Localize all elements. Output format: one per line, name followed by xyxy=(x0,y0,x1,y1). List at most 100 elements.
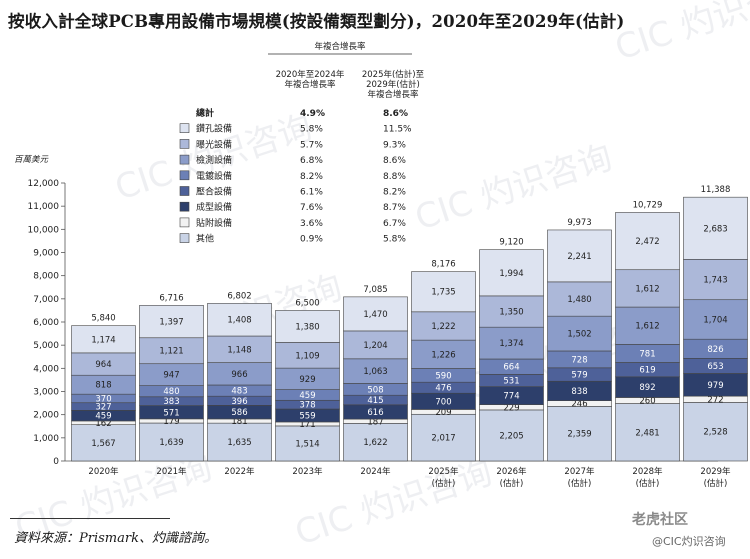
y-tick-label: 5,000 xyxy=(33,341,59,351)
cagr-value-2025-2029: 6.7% xyxy=(383,219,406,229)
data-label: 327 xyxy=(95,403,111,413)
bar-segment xyxy=(683,259,748,301)
data-label: 586 xyxy=(231,408,247,418)
total-cagr: 4.9% xyxy=(300,109,325,119)
data-label: 929 xyxy=(299,375,315,385)
x-tick-label-note: (估計) xyxy=(636,478,660,489)
bar-segment xyxy=(683,402,748,462)
y-tick-label: 0 xyxy=(53,457,59,467)
y-tick-label: 9,000 xyxy=(33,249,59,259)
bar-segment xyxy=(411,339,476,369)
total-label: 10,729 xyxy=(633,200,663,210)
data-label: 826 xyxy=(707,345,723,355)
y-tick-label: 7,000 xyxy=(33,295,59,305)
data-label: 2,481 xyxy=(635,428,659,438)
legend-swatch xyxy=(179,217,190,228)
y-tick-label: 3,000 xyxy=(33,388,59,398)
x-tick-label-note: (估計) xyxy=(568,478,592,489)
cagr-value-2025-2029: 11.5% xyxy=(383,125,412,135)
data-label: 396 xyxy=(231,397,247,407)
x-tick-label: 2027年 xyxy=(564,466,595,477)
data-label: 1,480 xyxy=(567,295,591,305)
data-label: 700 xyxy=(435,397,451,407)
x-tick-label-note: (估計) xyxy=(432,478,456,489)
bar-segment xyxy=(615,306,680,345)
legend-label: 其他 xyxy=(196,233,214,245)
bar-segment xyxy=(411,271,476,313)
data-label: 162 xyxy=(95,419,111,429)
y-tick-label: 1,000 xyxy=(33,434,59,444)
data-label: 559 xyxy=(299,411,315,421)
data-label: 2,528 xyxy=(703,428,727,438)
data-label: 179 xyxy=(163,417,179,427)
x-tick-label-note: (估計) xyxy=(704,478,728,489)
corner-brand: 老虎社区 xyxy=(632,512,688,528)
data-label: 1,109 xyxy=(295,351,319,361)
data-label: 229 xyxy=(503,403,519,413)
data-label: 383 xyxy=(163,397,179,407)
data-label: 818 xyxy=(95,381,111,391)
x-tick-label-note: (估計) xyxy=(500,478,524,489)
cagr-value-2025-2029: 8.7% xyxy=(383,203,406,213)
total-label: 9,973 xyxy=(567,218,591,228)
cagr-value-2020-2024: 6.1% xyxy=(300,188,323,198)
data-label: 1,622 xyxy=(363,438,387,448)
bar-segment xyxy=(411,311,476,341)
y-tick-label: 12,000 xyxy=(28,179,60,189)
data-label: 480 xyxy=(163,387,179,397)
cagr-col2-header: 年複合增長率 xyxy=(367,89,419,100)
data-label: 774 xyxy=(503,392,519,402)
bar-segment xyxy=(139,422,204,462)
data-label: 459 xyxy=(299,391,315,401)
legend-label: 鑽孔設備 xyxy=(196,123,232,135)
y-tick-label: 4,000 xyxy=(33,364,59,374)
data-label: 966 xyxy=(231,370,247,380)
bar-segment xyxy=(207,303,272,337)
data-label: 415 xyxy=(367,396,383,406)
corner-brand-handle: @CIC灼识咨询 xyxy=(652,535,726,548)
bar-segment xyxy=(547,229,612,283)
data-label: 2,205 xyxy=(499,431,523,441)
cagr-value-2020-2024: 6.8% xyxy=(300,156,323,166)
cagr-value-2020-2024: 5.7% xyxy=(300,140,323,150)
data-label: 2,683 xyxy=(703,224,727,234)
legend-total-label: 總計 xyxy=(196,107,214,119)
data-label: 2,472 xyxy=(635,237,659,247)
data-label: 590 xyxy=(435,371,451,381)
data-label: 964 xyxy=(95,360,111,370)
chart-title: 按收入計全球PCB專用設備市場規模(按設備類型劃分)，2020年至2029年(估… xyxy=(8,12,625,31)
data-label: 209 xyxy=(435,408,451,418)
source-note: 資料來源：Prismark、灼識諮詢。 xyxy=(14,531,217,546)
data-label: 483 xyxy=(231,387,247,397)
data-label: 1,502 xyxy=(567,330,591,340)
data-label: 653 xyxy=(707,362,723,372)
data-label: 1,994 xyxy=(499,269,523,279)
bar-segment xyxy=(343,330,408,360)
data-label: 616 xyxy=(367,408,383,418)
x-tick-label: 2025年 xyxy=(428,466,459,477)
data-label: 1,470 xyxy=(363,310,387,320)
data-label: 370 xyxy=(95,394,111,404)
cagr-col2-header: 2025年(估計)至 xyxy=(362,69,425,80)
data-label: 2,017 xyxy=(431,434,455,444)
data-label: 531 xyxy=(503,377,519,387)
total-label: 9,120 xyxy=(499,238,523,248)
total-label: 7,085 xyxy=(363,285,387,295)
data-label: 1,704 xyxy=(703,315,727,325)
x-tick-label: 2024年 xyxy=(360,466,391,477)
total-label: 11,388 xyxy=(701,185,731,195)
data-label: 459 xyxy=(95,412,111,422)
cagr-value-2025-2029: 8.6% xyxy=(383,156,406,166)
total-label: 6,500 xyxy=(295,298,319,308)
legend: 年複合增長率2020年至2024年年複合增長率2025年(估計)至2029年(估… xyxy=(179,41,425,245)
total-cagr: 8.6% xyxy=(383,109,408,119)
data-label: 1,148 xyxy=(227,345,251,355)
bar-segment xyxy=(615,212,680,271)
x-tick-label: 2026年 xyxy=(496,466,527,477)
data-label: 1,374 xyxy=(499,339,523,349)
data-label: 2,359 xyxy=(567,430,591,440)
data-label: 1,380 xyxy=(295,322,319,332)
data-label: 1,350 xyxy=(499,308,523,318)
data-label: 1,639 xyxy=(159,438,183,448)
data-label: 1,204 xyxy=(363,341,387,351)
